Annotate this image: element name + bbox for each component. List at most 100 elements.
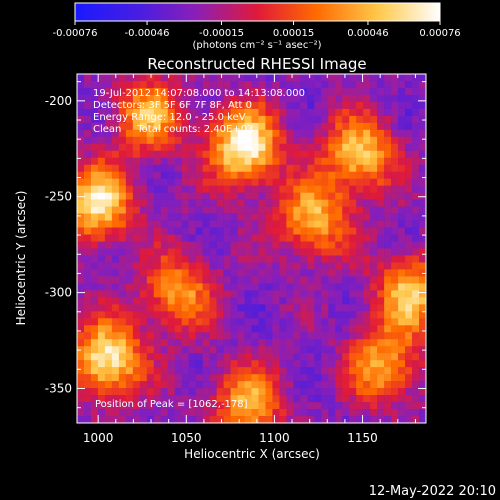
heatmap-cell [132, 311, 141, 319]
heatmap-cell [419, 143, 427, 152]
heatmap-cell [195, 304, 203, 312]
heatmap-cell [349, 339, 357, 347]
heatmap-cell [223, 248, 231, 256]
heatmap-cell [223, 304, 231, 312]
heatmap-cell [405, 388, 413, 396]
heatmap-cell [419, 318, 427, 326]
heatmap-cell [342, 199, 350, 207]
heatmap-cell [132, 402, 141, 410]
heatmap-cell [293, 395, 301, 403]
heatmap-cell [111, 395, 120, 403]
heatmap-cell [272, 374, 280, 382]
heatmap-cell [328, 136, 336, 145]
heatmap-cell [293, 353, 301, 361]
heatmap-cell [314, 346, 322, 354]
heatmap-cell [328, 304, 336, 312]
heatmap-cell [209, 395, 217, 403]
heatmap-cell [244, 164, 252, 173]
heatmap-cell [104, 297, 113, 305]
heatmap-cell [202, 395, 210, 403]
heatmap-cell [363, 297, 371, 305]
heatmap-cell [139, 262, 148, 270]
heatmap-cell [405, 94, 413, 103]
heatmap-cell [188, 360, 196, 368]
heatmap-cell [160, 94, 169, 103]
heatmap-cell [83, 255, 92, 263]
heatmap-cell [412, 248, 420, 256]
heatmap-cell [223, 332, 231, 340]
heatmap-cell [265, 367, 273, 375]
heatmap-cell [104, 304, 113, 312]
heatmap-cell [104, 381, 113, 389]
heatmap-cell [300, 388, 308, 396]
heatmap-cell [377, 290, 385, 298]
heatmap-cell [356, 311, 364, 319]
heatmap-cell [244, 374, 252, 382]
heatmap-cell [356, 297, 364, 305]
heatmap-cell [153, 185, 162, 193]
heatmap-cell [167, 297, 176, 305]
heatmap-cell [244, 318, 252, 326]
heatmap-cell [286, 136, 294, 145]
heatmap-cell [118, 115, 127, 124]
heatmap-cell [209, 276, 217, 284]
heatmap-cell [174, 241, 182, 249]
heatmap-cell [83, 129, 92, 138]
heatmap-cell [139, 325, 148, 333]
heatmap-cell [328, 297, 336, 305]
heatmap-cell [244, 171, 252, 179]
heatmap-cell [160, 290, 169, 298]
heatmap-cell [279, 255, 287, 263]
heatmap-cell [251, 122, 259, 131]
heatmap-cell [356, 248, 364, 256]
heatmap-cell [244, 311, 252, 319]
heatmap-cell [90, 206, 99, 214]
heatmap-cell [356, 220, 364, 228]
heatmap-cell [77, 283, 85, 291]
heatmap-cell [216, 122, 224, 131]
heatmap-cell [188, 129, 196, 138]
heatmap-cell [188, 283, 196, 291]
heatmap-cell [90, 332, 99, 340]
heatmap-cell [139, 276, 148, 284]
heatmap-cell [244, 178, 252, 186]
heatmap-cell [405, 318, 413, 326]
heatmap-cell [104, 367, 113, 375]
heatmap-cell [216, 395, 224, 403]
heatmap-cell [258, 94, 266, 103]
heatmap-cell [160, 108, 169, 117]
heatmap-cell [272, 178, 280, 186]
heatmap-cell [405, 213, 413, 221]
heatmap-cell [300, 122, 308, 131]
heatmap-cell [356, 108, 364, 117]
heatmap-cell [363, 157, 371, 166]
heatmap-cell [153, 220, 162, 228]
heatmap-cell [237, 150, 245, 159]
heatmap-cell [237, 185, 245, 193]
heatmap-cell [125, 367, 134, 375]
heatmap-cell [286, 346, 294, 354]
heatmap-cell [160, 185, 169, 193]
heatmap-cell [307, 241, 315, 249]
heatmap-cell [118, 157, 127, 166]
heatmap-cell [321, 395, 329, 403]
heatmap-cell [132, 339, 141, 347]
heatmap-cell [391, 297, 399, 305]
heatmap-cell [223, 360, 231, 368]
heatmap-cell [405, 199, 413, 207]
heatmap-cell [293, 283, 301, 291]
heatmap-cell [279, 325, 287, 333]
heatmap-cell [153, 304, 162, 312]
heatmap-cell [90, 255, 99, 263]
heatmap-cell [188, 367, 196, 375]
heatmap-cell [118, 402, 127, 410]
heatmap-cell [377, 283, 385, 291]
heatmap-cell [314, 283, 322, 291]
heatmap-cell [328, 199, 336, 207]
heatmap-cell [300, 206, 308, 214]
heatmap-cell [321, 108, 329, 117]
heatmap-cell [405, 332, 413, 340]
heatmap-cell [202, 178, 210, 186]
heatmap-cell [167, 367, 176, 375]
heatmap-cell [328, 416, 336, 424]
